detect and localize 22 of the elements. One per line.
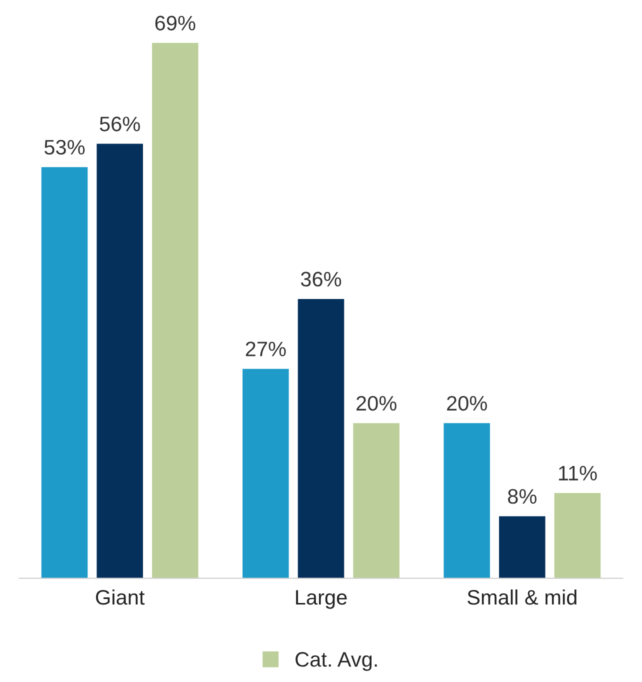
data-label: 20% xyxy=(447,396,487,411)
bar xyxy=(41,167,88,578)
bar xyxy=(444,423,490,578)
data-label: 20% xyxy=(356,396,396,411)
data-label: 53% xyxy=(44,140,85,155)
bar xyxy=(96,144,143,578)
data-label: 36% xyxy=(300,272,342,287)
bar xyxy=(353,423,400,578)
bar xyxy=(242,368,289,578)
x-tick-label: Small & mid xyxy=(468,589,576,605)
x-tick-label: Large xyxy=(296,590,347,609)
data-label: 8% xyxy=(508,489,536,504)
bar xyxy=(298,298,344,578)
bar xyxy=(554,492,601,578)
x-tick-label: Giant xyxy=(96,589,145,605)
bar xyxy=(152,42,198,578)
data-label: 27% xyxy=(246,342,286,356)
data-label: 11% xyxy=(558,466,597,480)
data-label: 69% xyxy=(155,16,196,30)
data-label: 56% xyxy=(100,116,140,132)
legend-label: Cat. Avg. xyxy=(296,652,377,671)
bar xyxy=(499,516,546,578)
